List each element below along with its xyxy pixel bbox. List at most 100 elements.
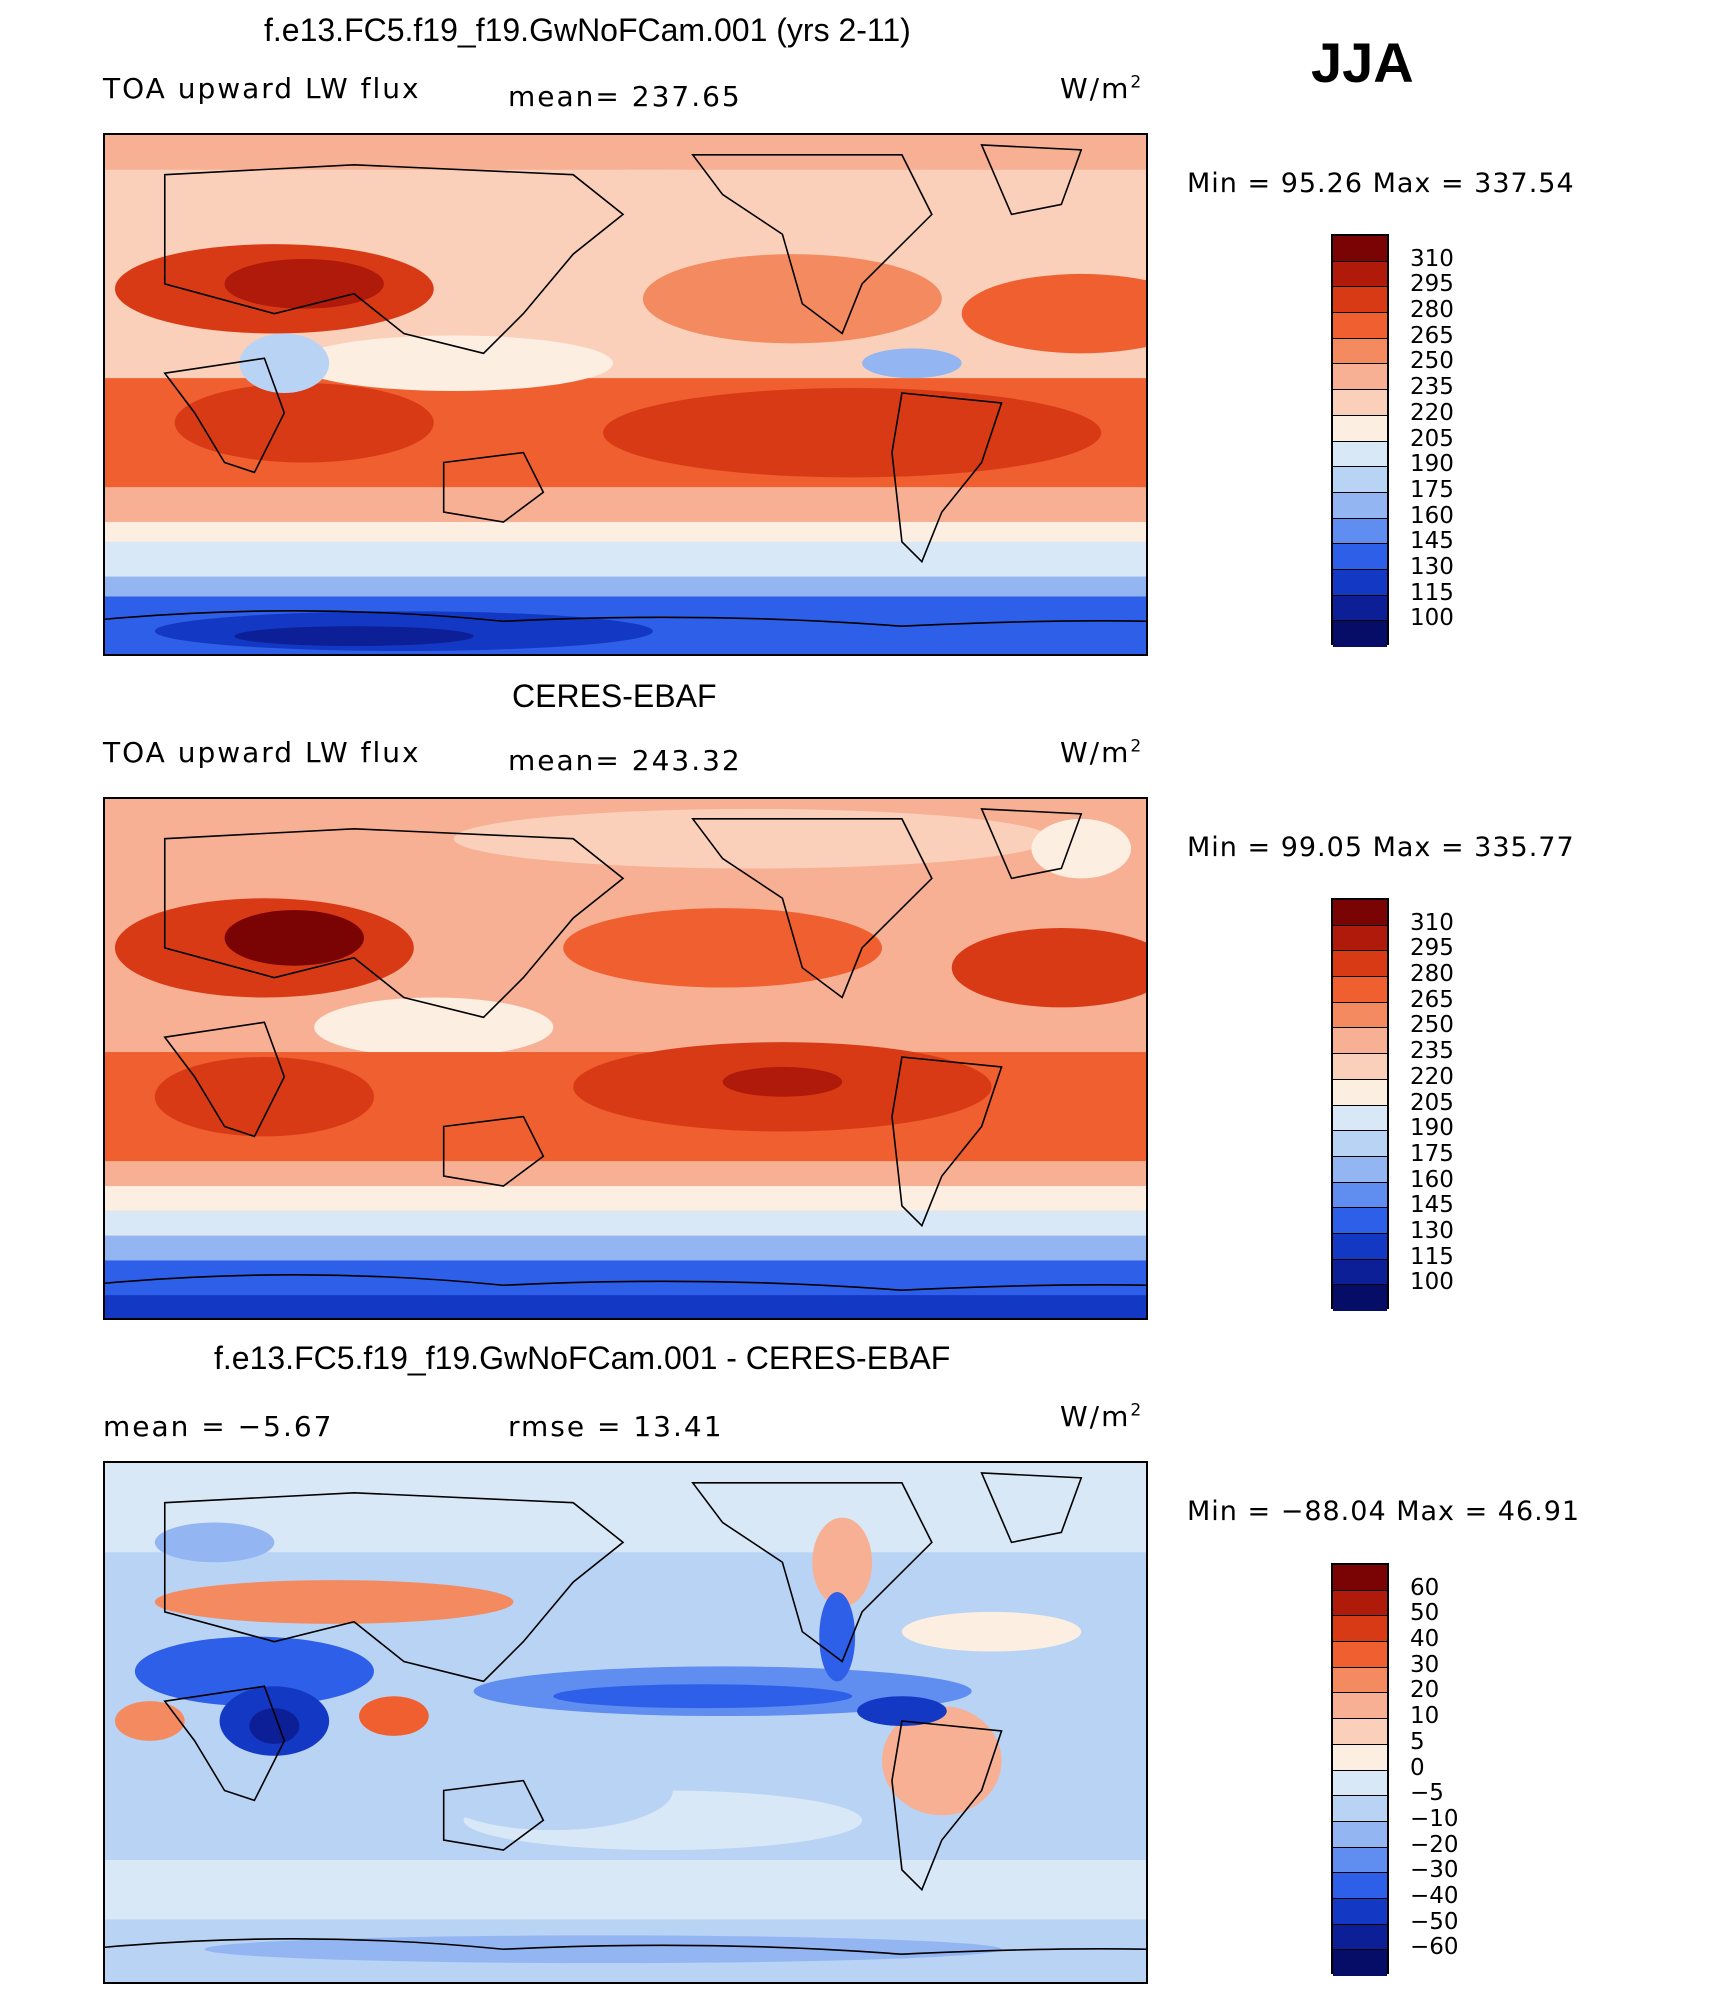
panel1-map [103,133,1148,656]
colorbar-tick-label: −10 [1410,1805,1459,1832]
colorbar-cell [1333,925,1387,952]
panel3-minmax: Min = −88.04 Max = 46.91 [1187,1496,1581,1527]
colorbar-tick-label: 30 [1410,1651,1440,1678]
colorbar-cell [1333,1233,1387,1260]
colorbar-tick-label: −60 [1410,1934,1459,1961]
panel3-map [103,1461,1148,1984]
panel1-mean-label: mean= 237.65 [508,80,742,113]
colorbar-tick-label: 235 [1410,1038,1454,1065]
colorbar-tick-label: 190 [1410,1115,1454,1142]
colorbar-cell [1333,595,1387,622]
colorbar-cell [1333,1590,1387,1617]
colorbar-cell [1333,390,1387,416]
colorbar-tick-label: 235 [1410,374,1454,401]
colorbar-cell [1333,951,1387,978]
colorbar-cell [1333,544,1387,570]
colorbar-cell [1333,621,1387,647]
colorbar-tick-label: 295 [1410,935,1454,962]
colorbar-cell [1333,1744,1387,1771]
colorbar-cell [1333,1950,1387,1976]
colorbar-cell [1333,1259,1387,1286]
colorbar-tick-label: 5 [1410,1728,1425,1755]
colorbar-cell [1333,1898,1387,1925]
colorbar-tick-label: −5 [1410,1780,1444,1807]
colorbar-cell [1333,1002,1387,1029]
colorbar-tick-label: 280 [1410,961,1454,988]
colorbar-tick-label: 60 [1410,1574,1440,1601]
colorbar-cell [1333,415,1387,442]
panel2-field-svg [105,799,1146,1318]
colorbar-tick-label: −20 [1410,1831,1459,1858]
colorbar-cell [1333,492,1387,519]
colorbar-tick-label: 265 [1410,986,1454,1013]
colorbar-tick-label: −30 [1410,1857,1459,1884]
panel3-rmse-label: rmse = 13.41 [508,1410,724,1443]
colorbar-tick-label: 190 [1410,451,1454,478]
colorbar-tick-label: 50 [1410,1600,1440,1627]
panel2-title: CERES-EBAF [512,678,717,714]
colorbar-tick-label: 40 [1410,1626,1440,1653]
colorbar-cell [1333,1693,1387,1720]
colorbar-tick-label: 145 [1410,528,1454,555]
colorbar-tick-label: 175 [1410,1140,1454,1167]
colorbar-cell [1333,569,1387,596]
colorbar-cell [1333,1565,1387,1591]
panel1-variable-label: TOA upward LW flux [103,72,421,105]
colorbar-tick-label: 115 [1410,579,1454,606]
colorbar-cell [1333,1208,1387,1234]
colorbar-cell [1333,1873,1387,1899]
panel2-map [103,797,1148,1320]
colorbar-cell [1333,1924,1387,1951]
colorbar-cell [1333,518,1387,545]
colorbar-cell [1333,1796,1387,1822]
colorbar-tick-label: 205 [1410,425,1454,452]
colorbar-tick-label: −40 [1410,1882,1459,1909]
panel1-colorbar [1331,234,1389,647]
panel2-minmax: Min = 99.05 Max = 335.77 [1187,832,1575,863]
colorbar-tick-label: 100 [1410,605,1454,632]
panel3-field-svg [105,1463,1146,1982]
colorbar-cell [1333,467,1387,493]
colorbar-tick-label: −50 [1410,1908,1459,1935]
colorbar-tick-label: 20 [1410,1677,1440,1704]
colorbar-cell [1333,1054,1387,1080]
colorbar-tick-label: 220 [1410,1063,1454,1090]
colorbar-cell [1333,1156,1387,1183]
colorbar-tick-label: 250 [1410,1012,1454,1039]
colorbar-tick-label: 265 [1410,322,1454,349]
colorbar-tick-label: 175 [1410,476,1454,503]
colorbar-cell [1333,900,1387,926]
colorbar-tick-label: 280 [1410,297,1454,324]
colorbar-tick-label: 115 [1410,1243,1454,1270]
colorbar-cell [1333,1719,1387,1745]
colorbar-cell [1333,338,1387,365]
colorbar-cell [1333,1079,1387,1106]
panel2-mean-label: mean= 243.32 [508,744,742,777]
colorbar-cell [1333,261,1387,288]
season-label: JJA [1311,31,1414,94]
colorbar-cell [1333,313,1387,339]
colorbar-tick-label: 250 [1410,348,1454,375]
colorbar-cell [1333,1285,1387,1311]
colorbar-cell [1333,977,1387,1003]
colorbar-tick-label: 100 [1410,1269,1454,1296]
colorbar-tick-label: 310 [1410,245,1454,272]
panel1-title: f.e13.FC5.f19_f19.GwNoFCam.001 (yrs 2-11… [264,12,911,48]
colorbar-tick-label: 205 [1410,1089,1454,1116]
colorbar-tick-label: 130 [1410,553,1454,580]
colorbar-tick-label: 295 [1410,271,1454,298]
colorbar-cell [1333,1028,1387,1055]
panel2-colorbar-ticks: 310 295 280 265 250 235 220 205 190 175 160 145 130 1… [1410,898,1490,1309]
colorbar-cell [1333,1667,1387,1694]
colorbar-cell [1333,1105,1387,1132]
colorbar-tick-label: 130 [1410,1217,1454,1244]
panel2-units: W/m2 [1060,736,1144,769]
colorbar-cell [1333,441,1387,468]
panel2-colorbar [1331,898,1389,1311]
colorbar-cell [1333,1131,1387,1157]
panel1-units: W/m2 [1060,72,1144,105]
colorbar-cell [1333,364,1387,391]
panel3-colorbar-ticks: 60 50 40 30 20 10 5 0 −5 −10 −20 −30 −40 −50 −60 [1410,1563,1490,1974]
colorbar-tick-label: 0 [1410,1754,1425,1781]
colorbar-cell [1333,1642,1387,1668]
